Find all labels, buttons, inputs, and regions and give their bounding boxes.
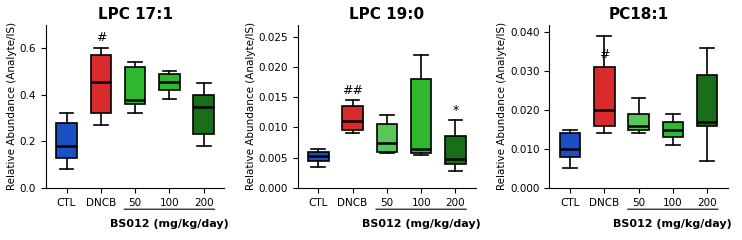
- FancyBboxPatch shape: [445, 137, 466, 164]
- Y-axis label: Relative Abundance (Analyte/IS): Relative Abundance (Analyte/IS): [497, 22, 508, 190]
- Title: LPC 17:1: LPC 17:1: [98, 7, 173, 22]
- FancyBboxPatch shape: [628, 114, 649, 130]
- Text: BS012 (mg/kg/day): BS012 (mg/kg/day): [362, 219, 481, 229]
- Text: ##: ##: [342, 84, 363, 97]
- Title: LPC 19:0: LPC 19:0: [349, 7, 424, 22]
- FancyBboxPatch shape: [411, 79, 431, 153]
- Y-axis label: Relative Abundance (Analyte/IS): Relative Abundance (Analyte/IS): [246, 22, 255, 190]
- FancyBboxPatch shape: [594, 67, 614, 126]
- FancyBboxPatch shape: [91, 55, 111, 113]
- FancyBboxPatch shape: [663, 122, 683, 137]
- FancyBboxPatch shape: [697, 75, 718, 126]
- Title: PC18:1: PC18:1: [608, 7, 669, 22]
- Text: *: *: [453, 103, 459, 116]
- FancyBboxPatch shape: [194, 95, 214, 134]
- Text: BS012 (mg/kg/day): BS012 (mg/kg/day): [110, 219, 229, 229]
- FancyBboxPatch shape: [159, 73, 180, 90]
- FancyBboxPatch shape: [125, 66, 145, 104]
- FancyBboxPatch shape: [342, 106, 363, 130]
- Y-axis label: Relative Abundance (Analyte/IS): Relative Abundance (Analyte/IS): [7, 22, 17, 190]
- Text: #: #: [599, 48, 609, 61]
- FancyBboxPatch shape: [56, 123, 77, 158]
- FancyBboxPatch shape: [308, 152, 329, 161]
- FancyBboxPatch shape: [376, 124, 397, 152]
- Text: BS012 (mg/kg/day): BS012 (mg/kg/day): [614, 219, 732, 229]
- FancyBboxPatch shape: [559, 133, 580, 157]
- Text: #: #: [96, 31, 106, 44]
